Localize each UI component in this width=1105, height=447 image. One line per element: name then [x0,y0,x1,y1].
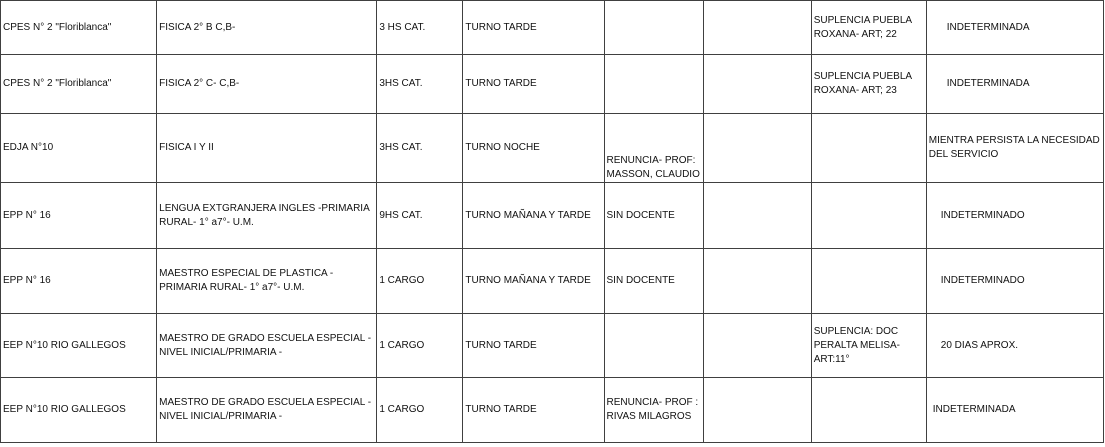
reason-cell[interactable] [603,313,704,378]
duration-cell[interactable]: INDETERMINADO [925,248,1105,314]
subject-cell[interactable]: LENGUA EXTGRANJERA INGLES -PRIMARIA RURA… [156,182,378,249]
duration-cell[interactable]: 20 DIAS APROX. [925,313,1105,378]
empty-cell[interactable] [702,113,812,183]
substitution-cell[interactable]: SUPLENCIA PUEBLA ROXANA- ART; 23 [810,54,927,114]
school-cell[interactable]: EEP N°10 RIO GALLEGOS [0,313,158,378]
subject-cell[interactable]: FISICA 2° C- C,B- [156,54,378,114]
empty-cell[interactable] [702,313,812,378]
empty-cell[interactable] [702,0,812,55]
school-cell[interactable]: EPP N° 16 [0,248,158,314]
shift-cell[interactable]: TURNO TARDE [462,377,605,443]
duration-cell[interactable]: INDETERMINADA [925,0,1105,55]
hours-cell[interactable]: 1 CARGO [376,248,464,314]
shift-cell[interactable]: TURNO MAÑANA Y TARDE [462,182,605,249]
subject-cell[interactable]: MAESTRO DE GRADO ESCUELA ESPECIAL -NIVEL… [156,377,378,443]
shift-cell[interactable]: TURNO MAÑANA Y TARDE [462,248,605,314]
table-row: CPES N° 2 "Floriblanca" FISICA 2° C- C,B-… [0,54,1105,114]
table-row: EEP N°10 RIO GALLEGOS MAESTRO DE GRADO ES… [0,377,1105,443]
table-row: CPES N° 2 "Floriblanca" FISICA 2° B C,B- 3… [0,0,1105,55]
school-cell[interactable]: EPP N° 16 [0,182,158,249]
substitution-cell[interactable]: SUPLENCIA PUEBLA ROXANA- ART; 22 [810,0,927,55]
subject-cell[interactable]: FISICA 2° B C,B- [156,0,378,55]
reason-cell[interactable]: RENUNCIA- PROF : RIVAS MILAGROS [603,377,704,443]
table-row: EPP N° 16 MAESTRO ESPECIAL DE PLASTICA -P… [0,248,1105,314]
subject-cell[interactable]: MAESTRO ESPECIAL DE PLASTICA -PRIMARIA R… [156,248,378,314]
substitution-cell[interactable] [810,182,927,249]
substitution-cell[interactable] [810,377,927,443]
school-cell[interactable]: CPES N° 2 "Floriblanca" [0,0,158,55]
table-row: EDJA N°10 FISICA I Y II 3HS CAT. TURNO NOCH… [0,113,1105,183]
empty-cell[interactable] [702,377,812,443]
hours-cell[interactable]: 3 HS CAT. [376,0,464,55]
hours-cell[interactable]: 1 CARGO [376,377,464,443]
subject-cell[interactable]: MAESTRO DE GRADO ESCUELA ESPECIAL -NIVEL… [156,313,378,378]
duration-cell[interactable]: INDETERMINADA [925,54,1105,114]
shift-cell[interactable]: TURNO TARDE [462,313,605,378]
school-cell[interactable]: EDJA N°10 [0,113,158,183]
table-row: EPP N° 16 LENGUA EXTGRANJERA INGLES -PRIM… [0,182,1105,249]
shift-cell[interactable]: TURNO NOCHE [462,113,605,183]
reason-cell[interactable]: SIN DOCENTE [603,182,704,249]
hours-cell[interactable]: 1 CARGO [376,313,464,378]
substitution-cell[interactable]: SUPLENCIA: DOC PERALTA MELISA- ART:11° [810,313,927,378]
duration-cell[interactable]: INDETERMINADA [925,377,1105,443]
table-row: EEP N°10 RIO GALLEGOS MAESTRO DE GRADO ES… [0,313,1105,378]
hours-cell[interactable]: 3HS CAT. [376,54,464,114]
shift-cell[interactable]: TURNO TARDE [462,54,605,114]
reason-cell[interactable]: RENUNCIA- PROF: MASSON, CLAUDIO [603,113,704,183]
subject-cell[interactable]: FISICA I Y II [156,113,378,183]
substitution-cell[interactable] [810,113,927,183]
hours-cell[interactable]: 9HS CAT. [376,182,464,249]
reason-cell[interactable] [603,54,704,114]
empty-cell[interactable] [702,54,812,114]
school-cell[interactable]: CPES N° 2 "Floriblanca" [0,54,158,114]
reason-cell[interactable]: SIN DOCENTE [603,248,704,314]
empty-cell[interactable] [702,182,812,249]
hours-cell[interactable]: 3HS CAT. [376,113,464,183]
substitution-cell[interactable] [810,248,927,314]
empty-cell[interactable] [702,248,812,314]
duration-cell[interactable]: INDETERMINADO [925,182,1105,249]
duration-cell[interactable]: MIENTRA PERSISTA LA NECESIDAD DEL SERVIC… [925,113,1105,183]
school-cell[interactable]: EEP N°10 RIO GALLEGOS [0,377,158,443]
shift-cell[interactable]: TURNO TARDE [462,0,605,55]
reason-cell[interactable] [603,0,704,55]
